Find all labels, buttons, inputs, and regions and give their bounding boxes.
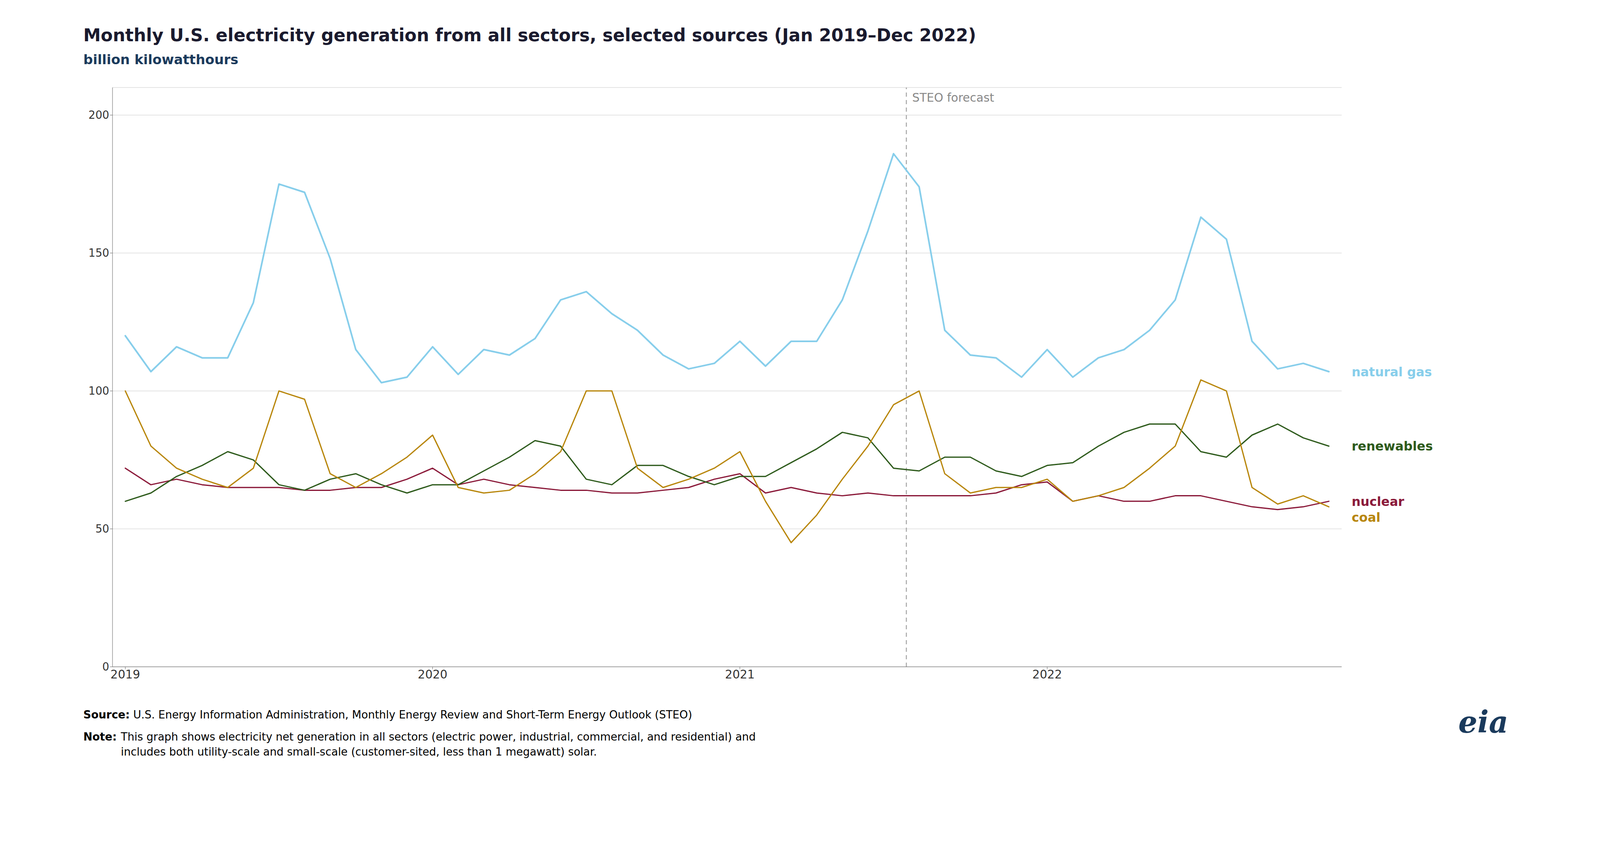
svg-text:2020: 2020 (417, 667, 448, 682)
html-text:eia: eia (1458, 704, 1509, 740)
svg-text:0: 0 (102, 660, 110, 673)
html-text:coal: coal (1351, 509, 1381, 525)
svg-text:100: 100 (88, 384, 110, 398)
html-text:Monthly U.S. electricity gener: Monthly U.S. electricity generation from… (83, 25, 977, 46)
html-text:renewables: renewables (1351, 438, 1433, 454)
html-text:billion kilowatthours: billion kilowatthours (83, 51, 239, 68)
svg-text:50: 50 (95, 522, 110, 535)
svg-text:200: 200 (88, 108, 110, 122)
svg-text:2022: 2022 (1032, 667, 1063, 682)
html-text:Source: U.S. Energy Informatio: Source: U.S. Energy Information Administ… (83, 708, 693, 721)
svg-text:STEO forecast: STEO forecast (912, 90, 995, 105)
html-text:Note: This graph shows electri: Note: This graph shows electricity net g… (83, 730, 756, 758)
html-text:natural gas: natural gas (1351, 364, 1432, 379)
html-text:nuclear: nuclear (1351, 493, 1405, 509)
svg-text:2019: 2019 (110, 667, 140, 682)
svg-text:150: 150 (88, 246, 110, 260)
svg-text:2021: 2021 (725, 667, 755, 682)
